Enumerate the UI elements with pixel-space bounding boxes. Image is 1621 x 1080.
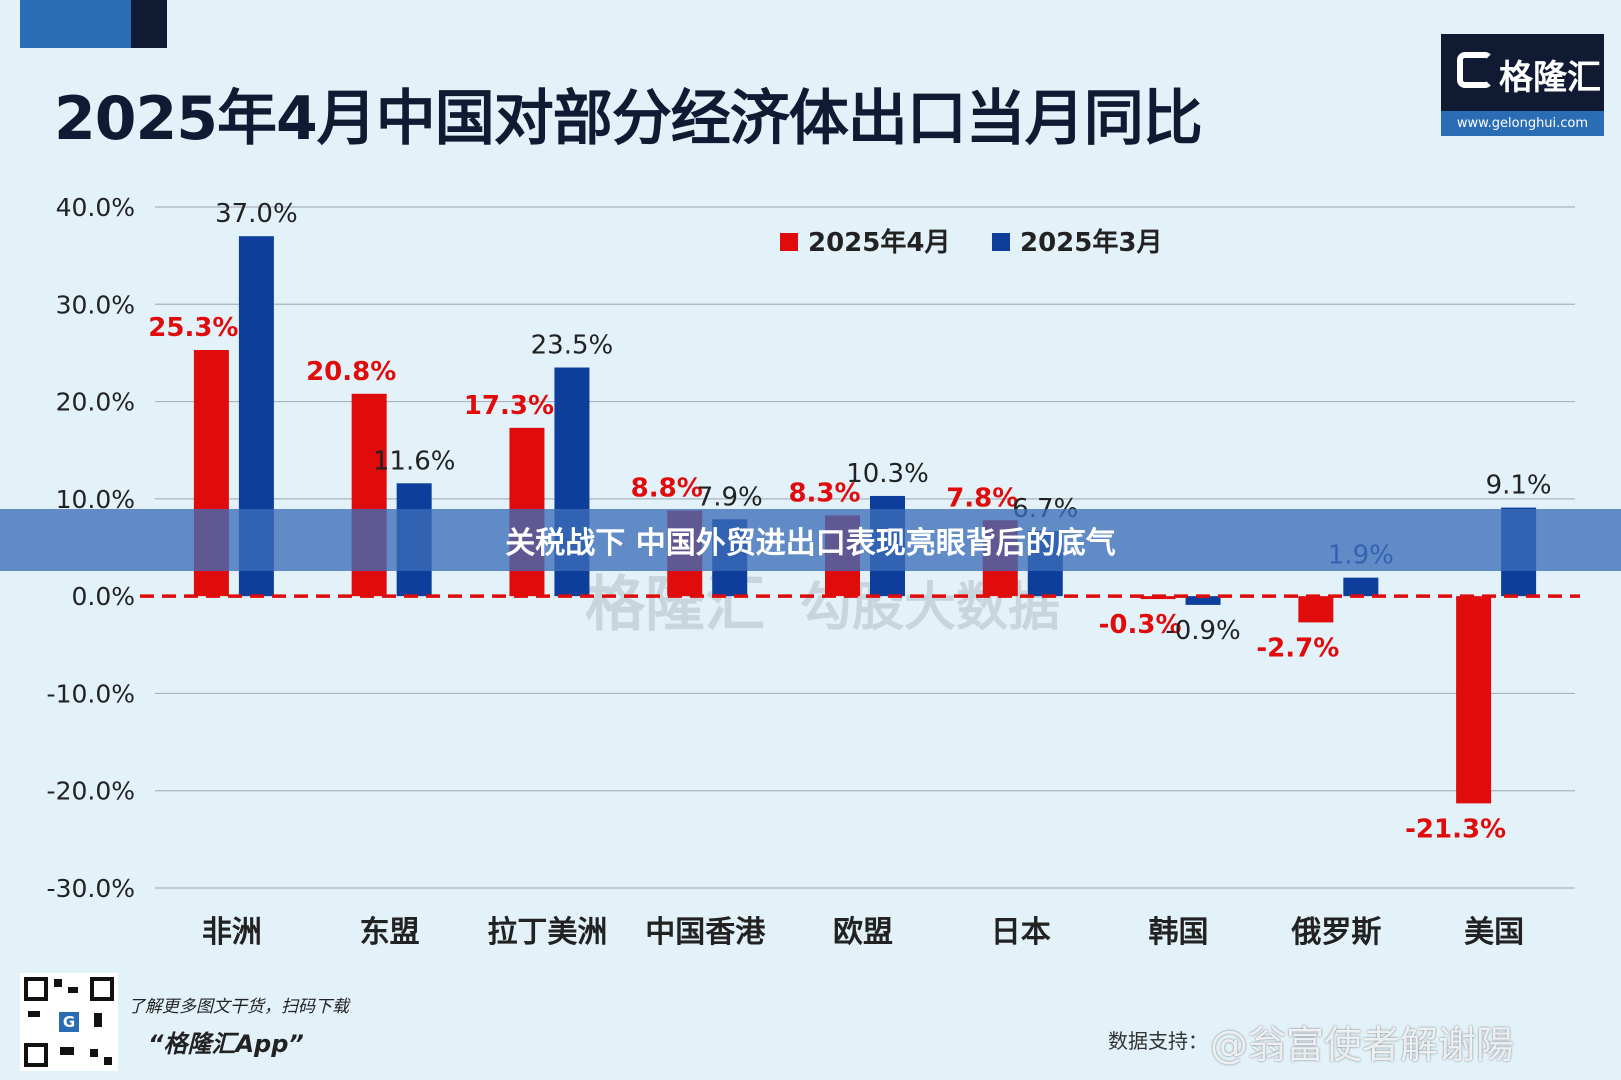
data-label: 7.9% bbox=[697, 482, 763, 512]
bar-mar bbox=[1185, 596, 1221, 605]
y-tick-label: -30.0% bbox=[47, 874, 135, 903]
bar-mar bbox=[1343, 577, 1379, 597]
y-tick-label: 0.0% bbox=[71, 582, 135, 611]
data-label: -0.3% bbox=[1099, 610, 1182, 640]
headline-text: 关税战下 中国外贸进出口表现亮眼背后的底气 bbox=[505, 526, 1116, 561]
promo-line-1: 了解更多图文干货，扫码下载 bbox=[128, 997, 349, 1017]
gelonghui-logo: 格隆汇 www.gelonghui.com bbox=[1441, 34, 1604, 136]
x-category-label: 欧盟 bbox=[833, 915, 893, 950]
data-label: 17.3% bbox=[464, 391, 554, 421]
data-label: 37.0% bbox=[215, 199, 298, 229]
qr-logo-icon: G bbox=[56, 1009, 82, 1035]
x-category-label: 美国 bbox=[1464, 915, 1524, 950]
chart-title: 2025年4月中国对部分经济体出口当月同比 bbox=[54, 84, 1203, 154]
legend-label: 2025年4月 bbox=[808, 227, 950, 258]
logo-name: 格隆汇 bbox=[1499, 58, 1601, 98]
x-category-label: 非洲 bbox=[202, 915, 262, 950]
legend-swatch bbox=[992, 233, 1010, 251]
data-label: 25.3% bbox=[148, 313, 238, 343]
x-category-label: 俄罗斯 bbox=[1290, 915, 1381, 950]
weibo-watermark: @翁富使者解谢陽 bbox=[1210, 1023, 1515, 1067]
data-label: 23.5% bbox=[531, 331, 614, 361]
data-label: 20.8% bbox=[306, 357, 396, 387]
source-label: 数据支持： bbox=[1108, 1029, 1208, 1053]
x-category-label: 拉丁美洲 bbox=[487, 915, 607, 950]
data-label: -21.3% bbox=[1405, 814, 1506, 844]
y-tick-label: 20.0% bbox=[56, 388, 135, 417]
promo-line-2: “格隆汇App” bbox=[148, 1030, 304, 1058]
bar-apr bbox=[1456, 596, 1492, 804]
data-label: 8.8% bbox=[631, 474, 703, 504]
data-label: 8.3% bbox=[788, 478, 860, 508]
x-category-label: 韩国 bbox=[1149, 915, 1209, 950]
y-tick-label: 40.0% bbox=[56, 193, 135, 222]
data-label: 11.6% bbox=[373, 446, 456, 476]
data-label: 9.1% bbox=[1486, 471, 1552, 501]
data-label: 7.8% bbox=[946, 483, 1018, 513]
data-label: 10.3% bbox=[846, 459, 929, 489]
legend-label: 2025年3月 bbox=[1020, 227, 1162, 258]
x-category-label: 东盟 bbox=[360, 915, 420, 950]
qr-code: G bbox=[20, 973, 118, 1071]
legend-swatch bbox=[780, 233, 798, 251]
data-label: -0.9% bbox=[1165, 616, 1240, 646]
x-category-label: 日本 bbox=[991, 915, 1051, 950]
y-tick-label: -10.0% bbox=[47, 679, 135, 708]
logo-g-icon bbox=[1457, 52, 1493, 88]
data-label: -2.7% bbox=[1256, 633, 1339, 663]
corner-decoration bbox=[20, 0, 167, 48]
y-tick-label: 30.0% bbox=[56, 290, 135, 319]
bar-apr bbox=[1298, 596, 1334, 623]
logo-url: www.gelonghui.com bbox=[1441, 111, 1604, 136]
y-tick-label: -20.0% bbox=[47, 777, 135, 806]
headline-banner[interactable]: 关税战下 中国外贸进出口表现亮眼背后的底气 bbox=[0, 509, 1621, 571]
x-category-label: 中国香港 bbox=[645, 915, 766, 950]
